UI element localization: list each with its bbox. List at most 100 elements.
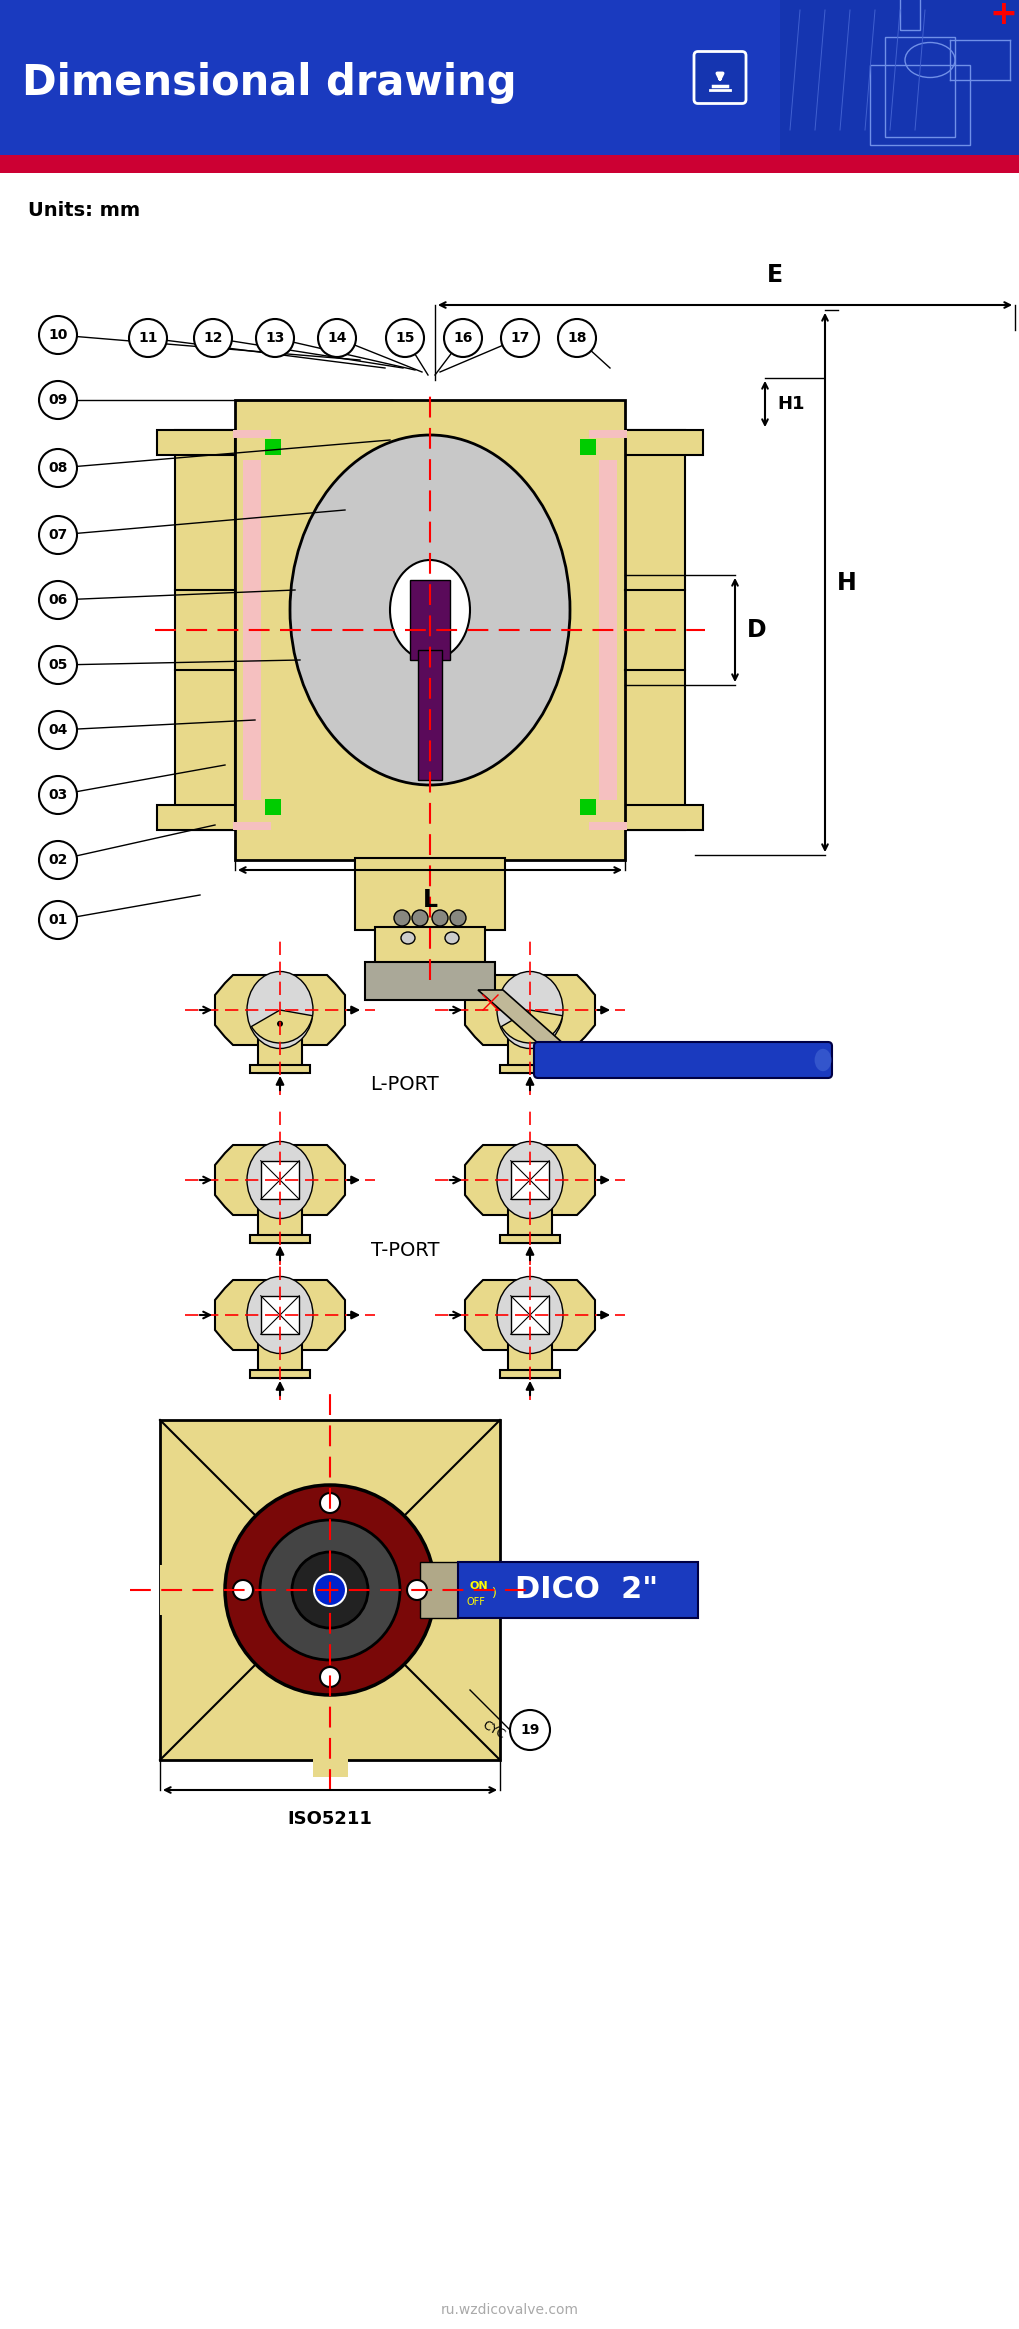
Bar [258, 1206, 302, 1244]
Ellipse shape [289, 436, 570, 785]
Bar [261, 1295, 299, 1335]
FancyBboxPatch shape [458, 1563, 697, 1619]
Circle shape [277, 1020, 282, 1027]
Circle shape [39, 776, 76, 815]
Circle shape [39, 901, 76, 939]
Wedge shape [251, 1011, 312, 1043]
Ellipse shape [496, 1141, 562, 1218]
Circle shape [256, 319, 293, 356]
Bar [250, 1064, 310, 1074]
Circle shape [318, 319, 356, 356]
Bar [0, 0, 1019, 156]
Bar [160, 1421, 499, 1761]
Polygon shape [215, 1281, 344, 1351]
Polygon shape [478, 990, 565, 1046]
Bar [625, 431, 685, 829]
Text: L-PORT: L-PORT [370, 1076, 439, 1095]
Text: 12: 12 [203, 331, 222, 345]
Bar [418, 650, 441, 780]
Text: 08: 08 [48, 461, 67, 475]
Bar [157, 806, 234, 829]
Bar [625, 806, 702, 829]
Circle shape [500, 319, 538, 356]
Bar [869, 65, 969, 144]
Text: CYC: CYC [480, 1719, 507, 1742]
FancyBboxPatch shape [693, 51, 745, 102]
Wedge shape [501, 1011, 561, 1043]
Text: 06: 06 [48, 594, 67, 608]
Ellipse shape [247, 971, 313, 1048]
Bar [160, 1565, 195, 1614]
Circle shape [449, 911, 466, 927]
Bar [580, 799, 595, 815]
Text: 13: 13 [265, 331, 284, 345]
Ellipse shape [400, 932, 415, 943]
Text: DICO  2": DICO 2" [515, 1574, 657, 1605]
Bar [232, 431, 271, 438]
Text: OFF: OFF [467, 1598, 485, 1607]
Polygon shape [465, 976, 594, 1046]
Circle shape [39, 645, 76, 685]
Text: 17: 17 [510, 331, 529, 345]
Circle shape [128, 319, 167, 356]
Polygon shape [215, 1146, 344, 1216]
Circle shape [225, 1486, 434, 1696]
Ellipse shape [389, 559, 470, 659]
Ellipse shape [247, 1141, 313, 1218]
Circle shape [557, 319, 595, 356]
Text: 14: 14 [327, 331, 346, 345]
Text: ): ) [491, 1588, 496, 1600]
Text: 19: 19 [520, 1723, 539, 1737]
Bar [265, 799, 280, 815]
Circle shape [39, 710, 76, 750]
Circle shape [432, 911, 447, 927]
Text: L: L [422, 887, 437, 913]
Text: E: E [766, 263, 783, 286]
Text: 02: 02 [48, 852, 67, 866]
Bar [499, 1369, 559, 1379]
Bar [625, 431, 702, 454]
Polygon shape [215, 976, 344, 1046]
Text: 15: 15 [395, 331, 415, 345]
Bar [234, 401, 625, 859]
Bar [499, 1234, 559, 1244]
Circle shape [443, 319, 482, 356]
Bar [0, 156, 1019, 172]
Bar [232, 822, 271, 829]
Text: ISO5211: ISO5211 [287, 1810, 372, 1828]
Text: Dimensional drawing: Dimensional drawing [22, 61, 516, 102]
Circle shape [527, 1020, 533, 1027]
Text: ru.wzdicovalve.com: ru.wzdicovalve.com [440, 2303, 579, 2317]
Bar [507, 1036, 551, 1074]
Circle shape [39, 317, 76, 354]
Circle shape [194, 319, 231, 356]
Text: H: H [837, 571, 856, 594]
Text: 05: 05 [48, 659, 67, 673]
Text: 11: 11 [139, 331, 158, 345]
Bar [365, 962, 494, 999]
Bar [243, 461, 261, 799]
Bar [157, 431, 234, 454]
Bar [499, 1064, 559, 1074]
Bar [375, 927, 484, 964]
Bar [261, 1160, 299, 1199]
Bar [899, 0, 919, 30]
Bar [588, 822, 627, 829]
Bar [511, 1160, 548, 1199]
Bar [258, 1036, 302, 1074]
Text: 10: 10 [48, 328, 67, 342]
Text: D: D [746, 617, 766, 643]
Ellipse shape [247, 1276, 313, 1353]
Bar [598, 461, 616, 799]
Circle shape [39, 841, 76, 878]
Bar [399, 859, 460, 950]
Bar [355, 857, 504, 929]
Bar [175, 431, 234, 829]
Bar [250, 1369, 310, 1379]
Circle shape [314, 1574, 345, 1607]
Circle shape [320, 1668, 339, 1686]
Circle shape [412, 911, 428, 927]
Text: 18: 18 [567, 331, 586, 345]
Bar [884, 37, 954, 137]
Text: 09: 09 [48, 394, 67, 408]
